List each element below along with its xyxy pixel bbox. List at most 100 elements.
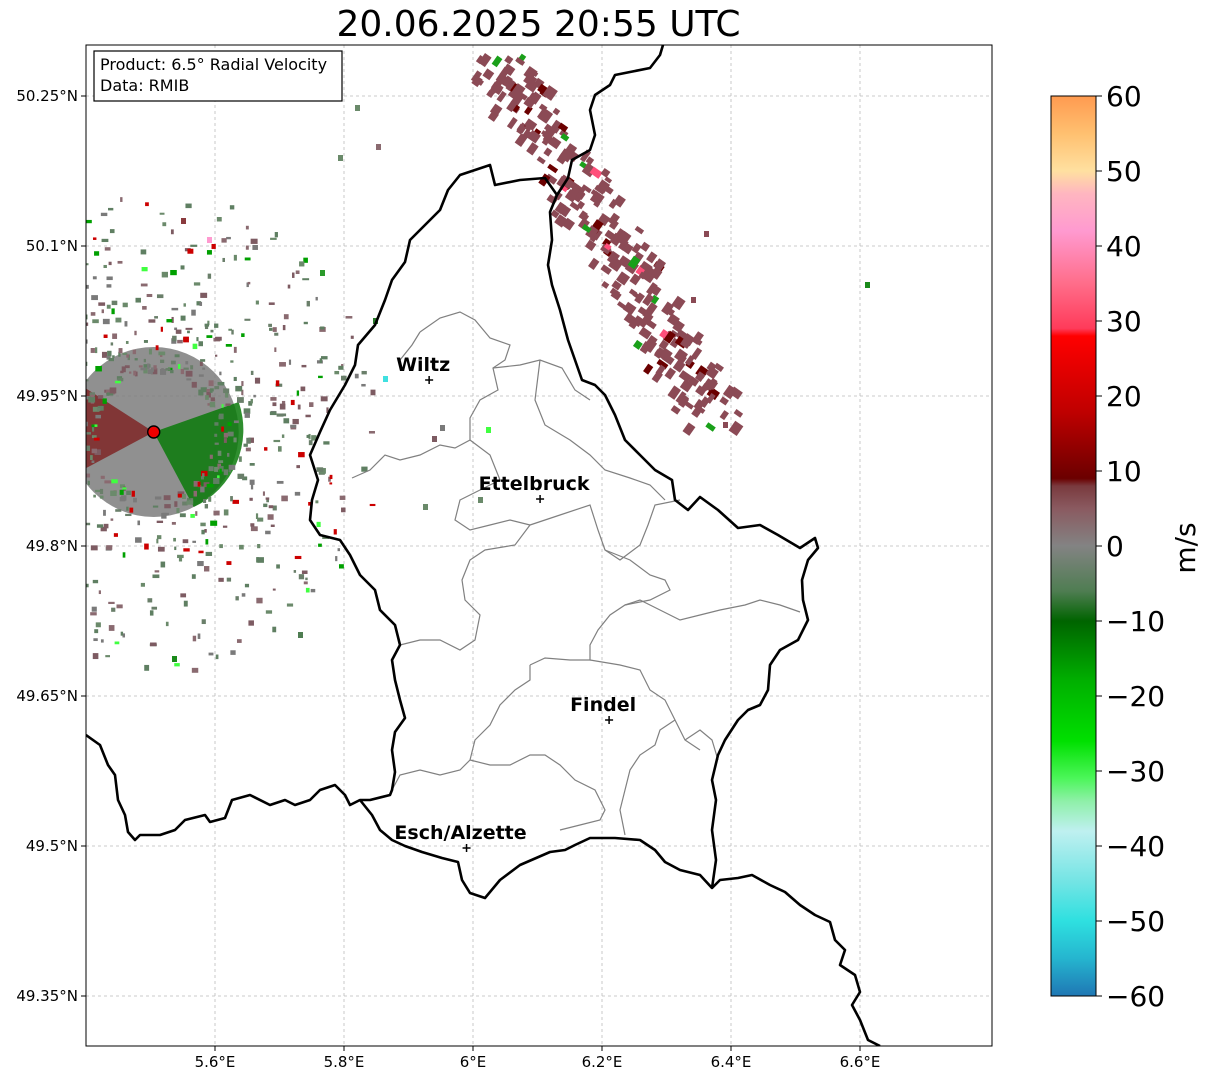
echo-pixel bbox=[101, 351, 108, 358]
echo-pixel bbox=[270, 237, 277, 240]
echo-pixel bbox=[666, 313, 680, 327]
echo-pixel bbox=[122, 552, 126, 558]
echo-pixel bbox=[202, 473, 205, 478]
echo-pixel bbox=[239, 544, 244, 550]
echo-pixel bbox=[250, 370, 254, 375]
echo-pixel bbox=[252, 244, 258, 250]
echo-pixel bbox=[719, 410, 729, 421]
echo-pixel bbox=[86, 314, 88, 320]
echo-pixel bbox=[160, 359, 165, 364]
echo-pixel bbox=[138, 365, 143, 368]
echo-pixel bbox=[156, 294, 164, 299]
lon-tick-label: 6.2°E bbox=[582, 1053, 623, 1071]
echo-pixel bbox=[147, 598, 153, 603]
echo-pixel bbox=[244, 583, 250, 588]
echo-pixel bbox=[225, 343, 232, 347]
echo-pixel bbox=[160, 326, 163, 332]
echo-pixel bbox=[14, 619, 17, 622]
echo-pixel bbox=[170, 369, 174, 374]
echo-pixel bbox=[122, 487, 127, 490]
echo-pixel bbox=[92, 653, 99, 660]
echo-pixel bbox=[634, 292, 645, 304]
echo-pixel bbox=[627, 255, 641, 270]
colorbar-tick-label: 50 bbox=[1106, 155, 1142, 188]
echo-pixel bbox=[126, 506, 129, 511]
echo-pixel bbox=[334, 370, 340, 375]
echo-pixel bbox=[133, 497, 137, 503]
echo-pixel bbox=[209, 401, 216, 408]
echo-pixel bbox=[272, 505, 277, 511]
echo-pixel bbox=[679, 334, 694, 349]
echo-pixel bbox=[691, 407, 702, 418]
echo-pixel bbox=[204, 504, 209, 509]
echo-pixel bbox=[198, 550, 204, 554]
echo-pixel bbox=[159, 353, 163, 357]
echo-pixel bbox=[320, 396, 328, 402]
echo-pixel bbox=[310, 588, 316, 593]
echo-pixel bbox=[214, 386, 220, 390]
echo-pixel bbox=[478, 497, 483, 503]
echo-pixel bbox=[490, 84, 503, 95]
echo-pixel bbox=[255, 513, 259, 520]
echo-pixel bbox=[249, 497, 253, 501]
echo-pixel bbox=[180, 368, 185, 375]
echo-pixel bbox=[333, 529, 337, 535]
echo-pixel bbox=[109, 229, 115, 234]
echo-pixel bbox=[34, 566, 40, 570]
echo-pixel bbox=[263, 503, 268, 508]
echo-pixel bbox=[62, 352, 64, 357]
echo-pixel bbox=[316, 521, 321, 528]
echo-pixel bbox=[337, 548, 340, 552]
echo-pixel bbox=[687, 376, 700, 387]
echo-pixel bbox=[106, 392, 114, 396]
echo-pixel bbox=[21, 536, 23, 539]
echo-pixel bbox=[109, 387, 117, 394]
echo-pixel bbox=[113, 533, 118, 537]
colorbar-tick-label: 30 bbox=[1106, 305, 1142, 338]
echo-pixel bbox=[190, 244, 198, 247]
echo-pixel bbox=[274, 232, 278, 238]
echo-pixel bbox=[678, 370, 692, 383]
echo-pixel bbox=[286, 603, 294, 607]
echo-pixel bbox=[215, 654, 219, 660]
echo-pixel bbox=[318, 543, 322, 547]
echo-pixel bbox=[72, 359, 74, 361]
echo-pixel bbox=[276, 413, 284, 417]
echo-pixel bbox=[121, 366, 126, 373]
echo-pixel bbox=[102, 398, 107, 404]
echo-pixel bbox=[146, 293, 153, 298]
echo-pixel bbox=[575, 190, 586, 200]
echo-pixel bbox=[101, 238, 109, 243]
echo-pixel bbox=[70, 337, 75, 339]
echo-pixel bbox=[728, 420, 744, 436]
echo-pixel bbox=[673, 348, 688, 363]
echo-pixel bbox=[104, 247, 111, 251]
echo-pixel bbox=[695, 385, 707, 397]
echo-pixel bbox=[338, 564, 344, 569]
echo-pixel bbox=[191, 309, 196, 316]
echo-pixel bbox=[235, 596, 239, 601]
echo-pixel bbox=[298, 574, 305, 580]
echo-pixel bbox=[502, 63, 516, 77]
echo-pixel bbox=[368, 430, 375, 434]
echo-pixel bbox=[511, 83, 526, 99]
echo-pixel bbox=[197, 633, 201, 639]
echo-pixel bbox=[272, 626, 277, 633]
echo-pixel bbox=[89, 392, 95, 397]
echo-pixel bbox=[180, 265, 185, 270]
echo-pixel bbox=[43, 576, 47, 579]
echo-approaching bbox=[153, 402, 244, 507]
echo-pixel bbox=[120, 631, 124, 636]
echo-pixel bbox=[74, 498, 77, 502]
echo-pixel bbox=[137, 520, 141, 526]
echo-pixel bbox=[200, 486, 205, 493]
echo-pixel bbox=[226, 561, 232, 565]
canton-border bbox=[492, 359, 591, 401]
echo-pixel bbox=[281, 400, 286, 405]
echo-pixel bbox=[236, 397, 244, 403]
echo-pixel bbox=[296, 390, 300, 396]
echo-pixel bbox=[530, 69, 539, 78]
echo-pixel bbox=[515, 57, 526, 66]
echo-pixel bbox=[36, 571, 43, 576]
echo-pixel bbox=[250, 523, 255, 527]
